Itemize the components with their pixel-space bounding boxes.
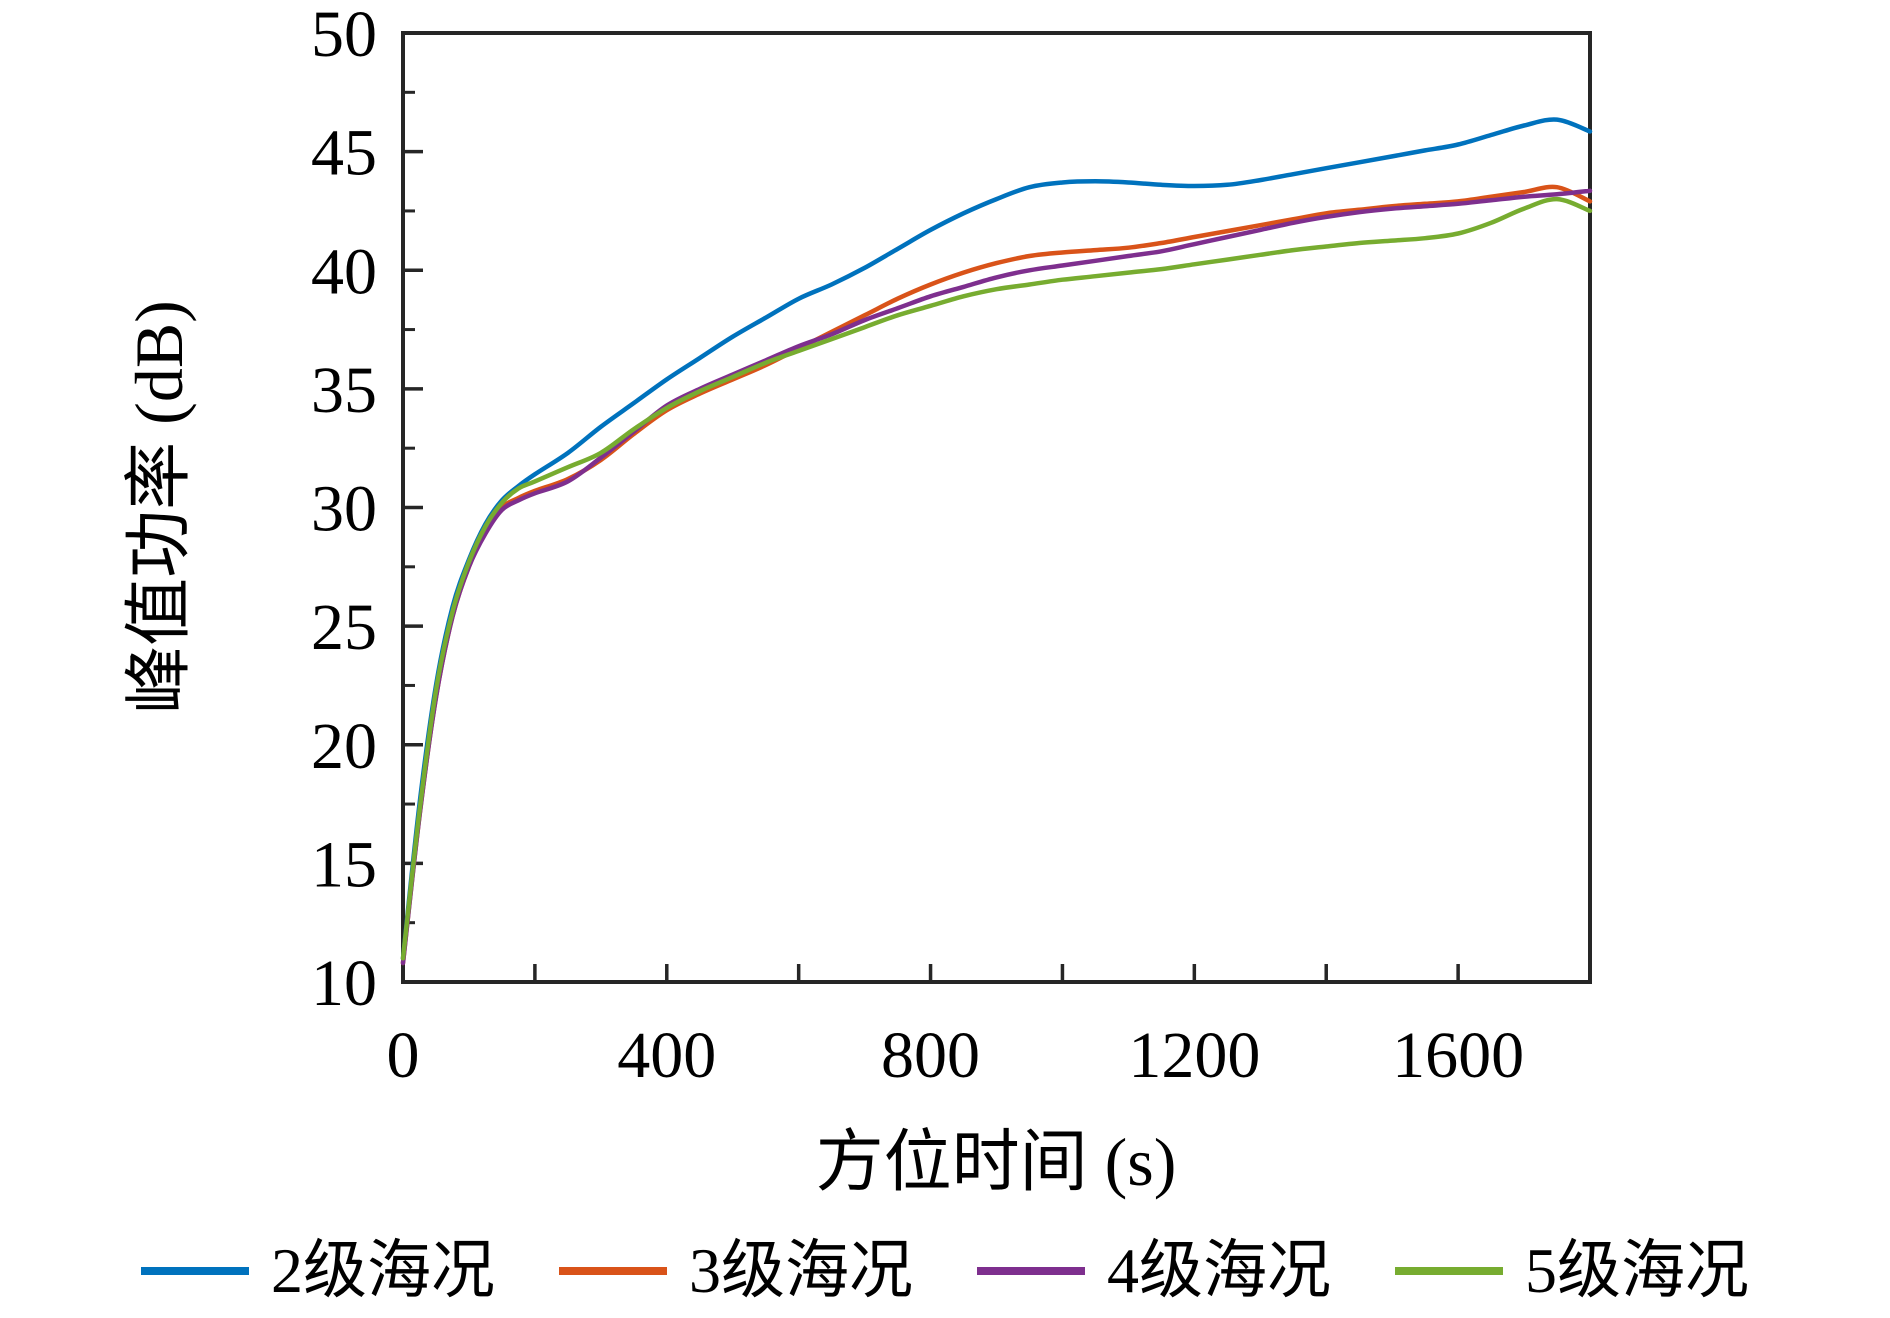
- legend-swatch-sea-state-4: [977, 1267, 1085, 1275]
- y-tick-label: 50: [311, 0, 377, 71]
- y-axis-title: 峰值功率 (dB): [121, 300, 197, 714]
- legend-item-sea-state-2: 2级海况: [141, 1239, 495, 1303]
- series-line-4级海况: [400, 188, 1593, 966]
- y-tick-label: 35: [311, 354, 377, 427]
- legend: 2级海况 3级海况 4级海况 5级海况: [0, 1224, 1890, 1318]
- y-tick-label: 40: [311, 235, 377, 308]
- legend-item-sea-state-3: 3级海况: [559, 1239, 913, 1303]
- legend-item-sea-state-5: 5级海况: [1395, 1239, 1749, 1303]
- legend-swatch-sea-state-2: [141, 1267, 249, 1275]
- x-tick-label: 800: [881, 1019, 980, 1092]
- plot-border: [401, 31, 1592, 984]
- legend-label-sea-state-5: 5级海况: [1525, 1235, 1749, 1306]
- x-tick-label: 0: [387, 1019, 420, 1092]
- y-tick-label: 10: [311, 947, 377, 1020]
- y-tick-label: 25: [311, 591, 377, 664]
- y-tick-label: 20: [311, 710, 377, 783]
- series-line-3级海况: [400, 184, 1593, 966]
- legend-item-sea-state-4: 4级海况: [977, 1239, 1331, 1303]
- x-tick-label: 1200: [1128, 1019, 1260, 1092]
- x-axis-title: 方位时间 (s): [816, 1124, 1177, 1200]
- legend-swatch-sea-state-5: [1395, 1267, 1503, 1275]
- legend-label-sea-state-3: 3级海况: [689, 1235, 913, 1306]
- y-tick-label: 45: [311, 117, 377, 190]
- legend-label-sea-state-4: 4级海况: [1107, 1235, 1331, 1306]
- plot-area: 0 400 800 1200 1600 10 15 20 25 30 35 40 45 50: [311, 0, 1593, 1092]
- series-line-2级海况: [400, 117, 1593, 961]
- y-tick-label: 30: [311, 473, 377, 546]
- x-tick-label: 400: [617, 1019, 716, 1092]
- legend-label-sea-state-2: 2级海况: [271, 1235, 495, 1306]
- y-tick-label: 15: [311, 828, 377, 901]
- legend-swatch-sea-state-3: [559, 1267, 667, 1275]
- x-tick-label: 1600: [1392, 1019, 1524, 1092]
- series-line-5级海况: [400, 196, 1593, 961]
